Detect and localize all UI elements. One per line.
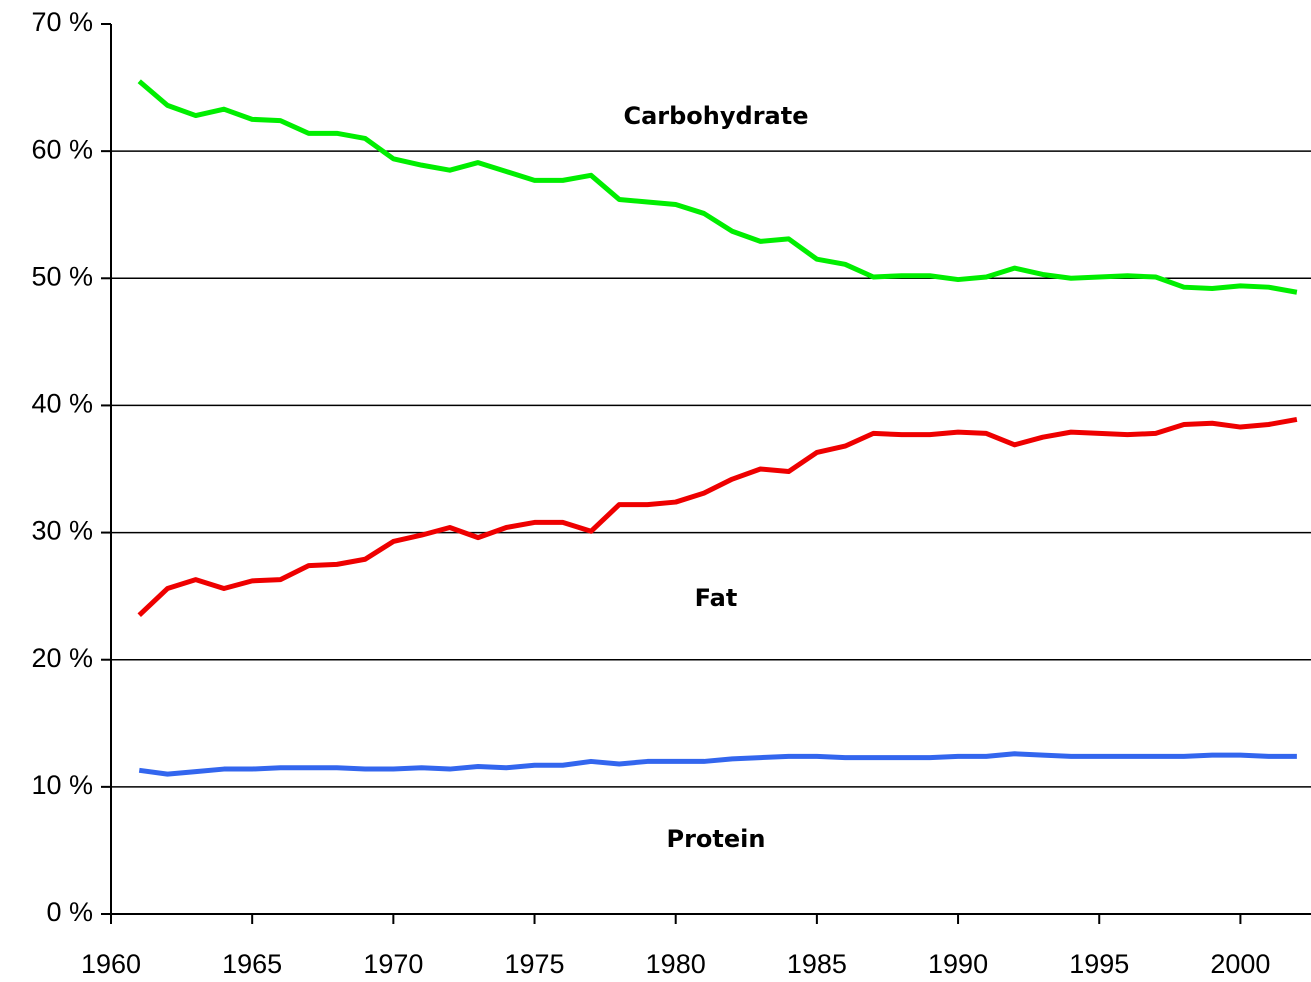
y-tick-label: 20 % [31,643,93,673]
y-tick-label: 10 % [31,770,93,800]
y-tick-label: 50 % [31,261,93,291]
x-tick-label: 1990 [928,949,988,979]
x-tick-label: 1985 [787,949,847,979]
series-line [137,416,1298,618]
x-tick-label: 1965 [222,949,282,979]
y-tick-label: 70 % [31,7,93,37]
series-line [138,751,1297,777]
y-tick-label: 30 % [31,516,93,546]
y-tick-label: 60 % [31,134,93,164]
series-label: Protein [667,825,766,853]
y-tick-label: 0 % [46,897,93,927]
x-tick-label: 1995 [1069,949,1129,979]
x-tick-label: 2000 [1210,949,1270,979]
series-label: Fat [695,584,738,612]
series-line [137,79,1298,295]
x-tick-label: 1960 [81,949,141,979]
x-tick-label: 1970 [363,949,423,979]
x-tick-label: 1975 [504,949,564,979]
y-tick-label: 40 % [31,389,93,419]
series-label: Carbohydrate [623,102,808,130]
x-tick-label: 1980 [646,949,706,979]
